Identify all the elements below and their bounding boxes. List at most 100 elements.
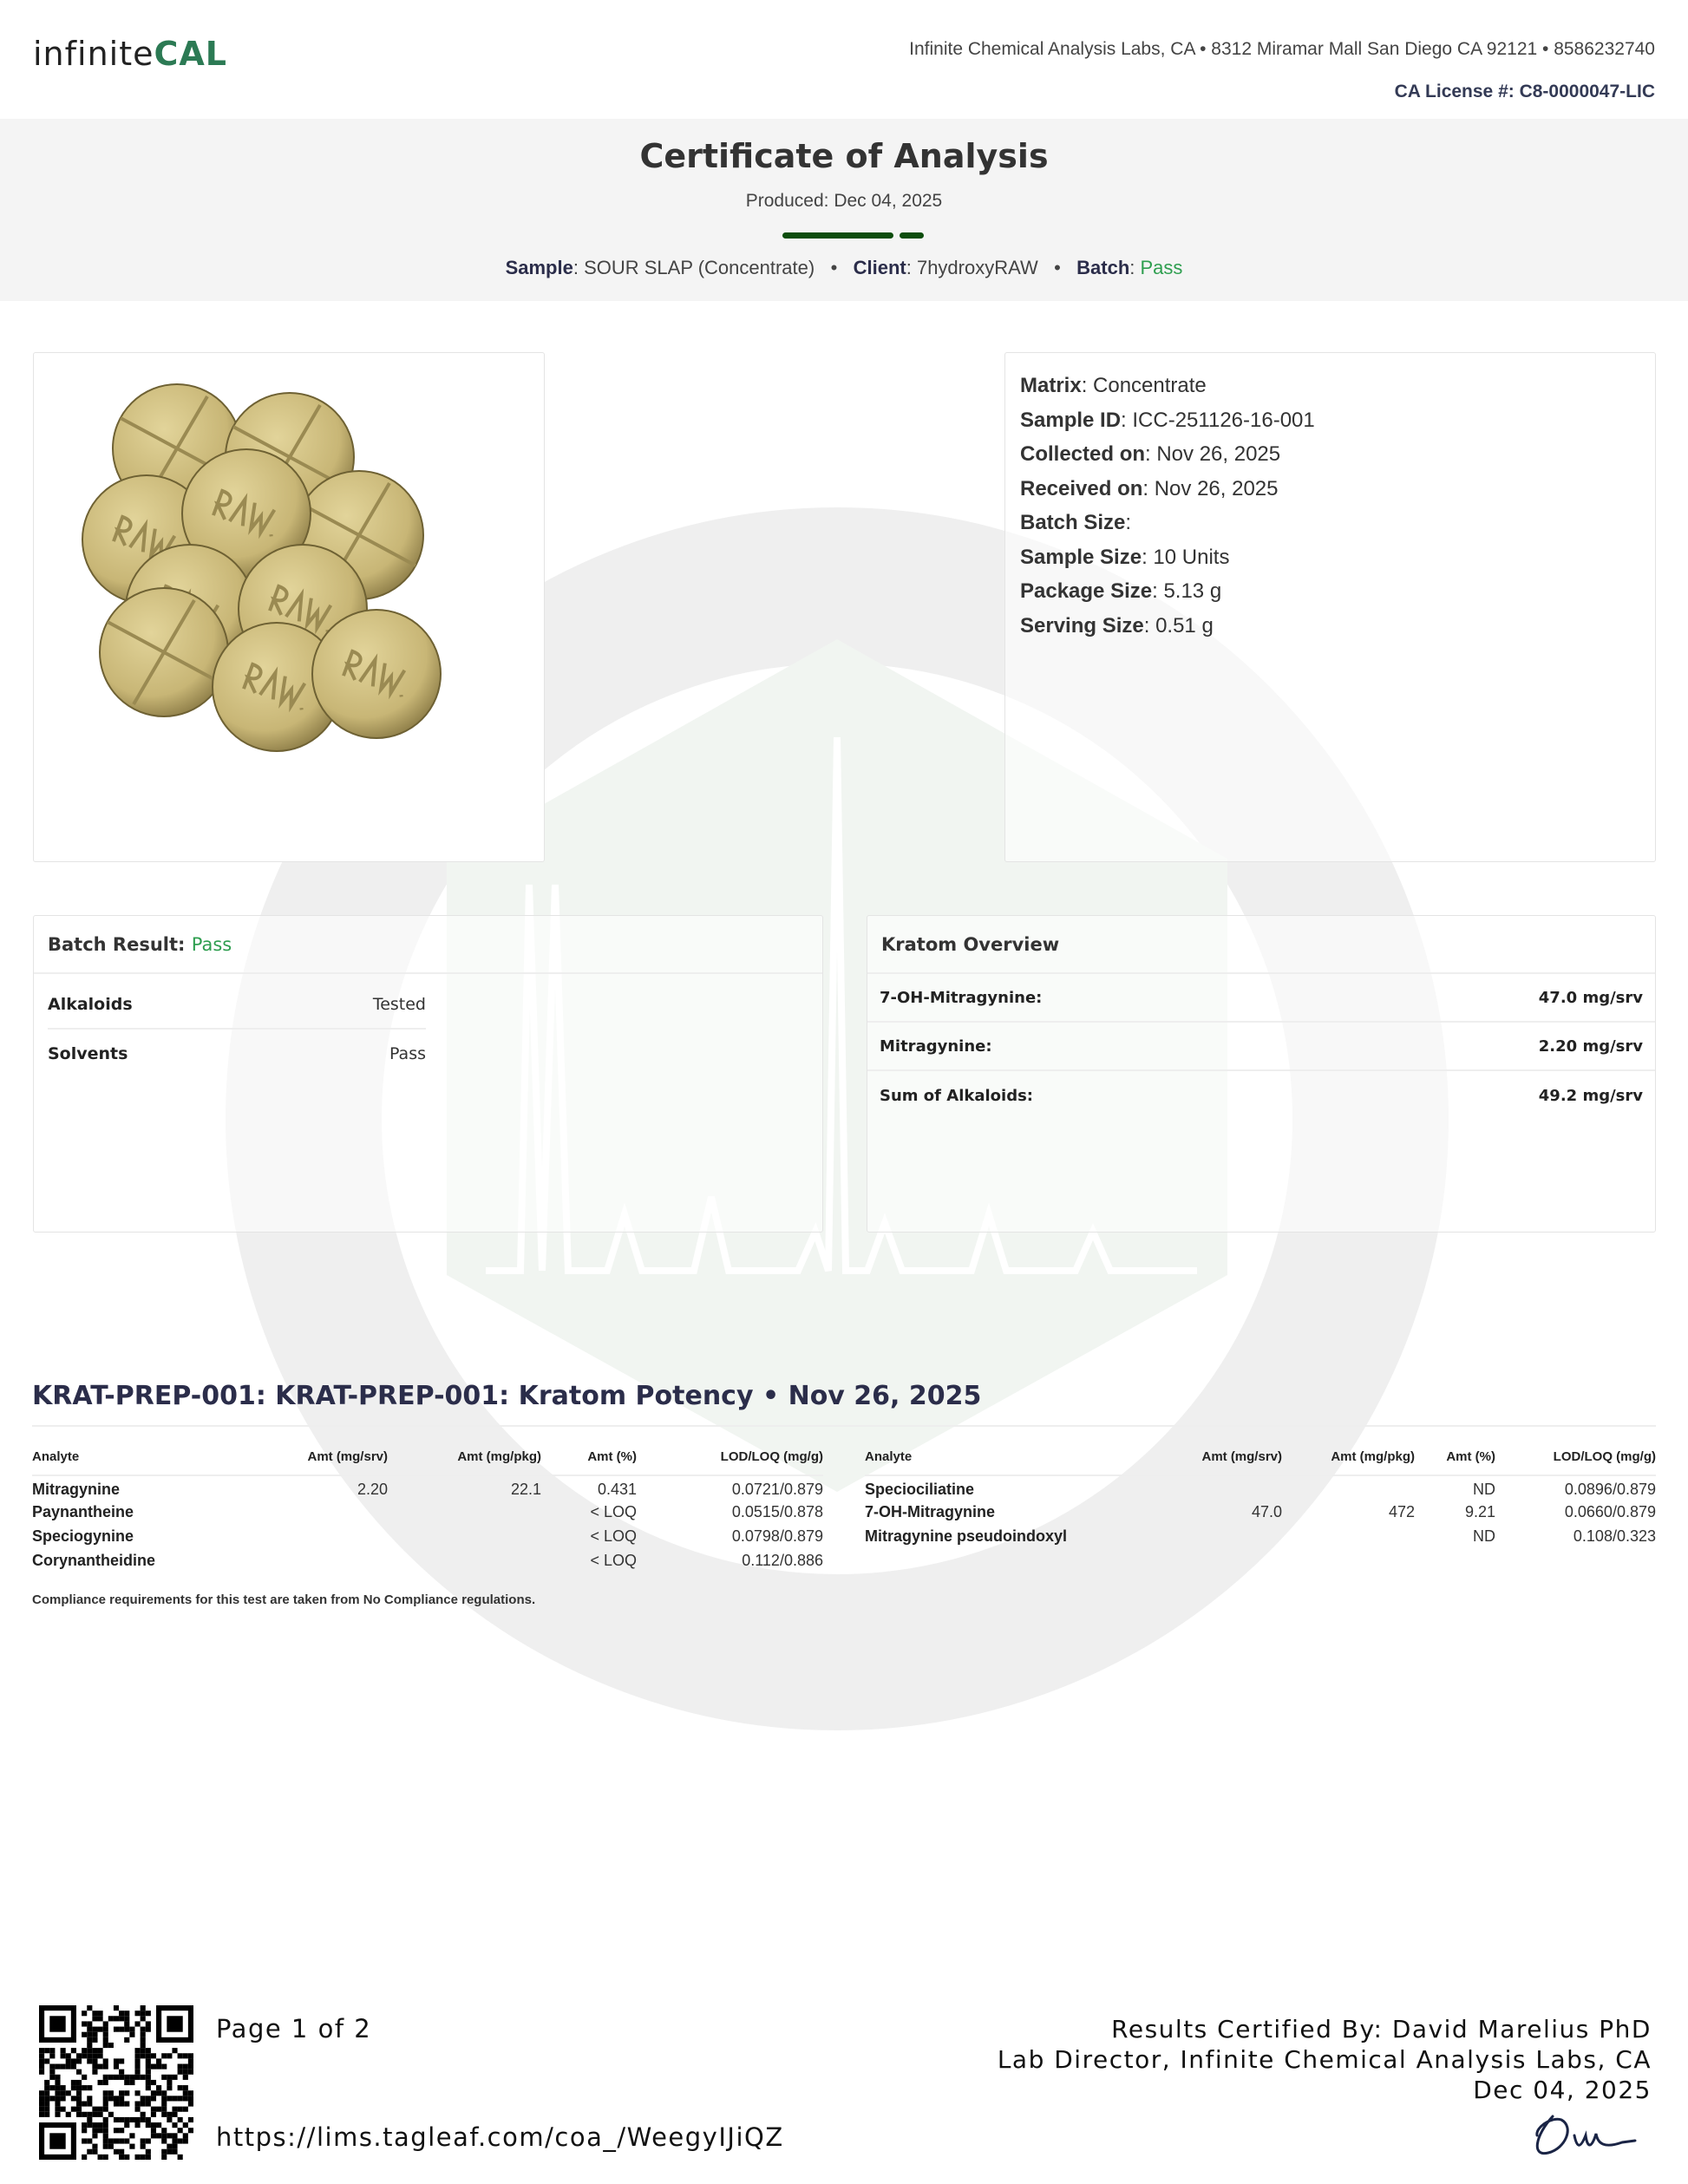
column-header: Amt (%): [541, 1439, 637, 1476]
test-name: Solvents: [48, 1044, 128, 1063]
qr-code[interactable]: [39, 2005, 193, 2160]
raw-stamp-mark: [212, 488, 277, 539]
table-row: Paynantheine < LOQ 0.0515/0.878: [32, 1500, 823, 1524]
table-cell: [249, 1548, 388, 1573]
license-number: CA License #: C8-0000047-LIC: [1394, 82, 1655, 101]
colon: :: [178, 933, 192, 955]
table-cell: [388, 1548, 541, 1573]
potency-table-right: Analyte Amt (mg/srv) Amt (mg/pkg) Amt (%) LO…: [865, 1439, 1656, 1548]
compliance-note: Compliance requirements for this test ar…: [32, 1592, 536, 1607]
potency-table-left: Analyte Amt (mg/srv) Amt (mg/pkg) Amt (%) LO…: [32, 1439, 823, 1573]
info-row: Sample ID: ICC-251126-16-001: [1020, 403, 1640, 438]
page-title: Certificate of Analysis: [639, 137, 1049, 175]
info-label: Batch Size: [1020, 511, 1126, 534]
table-cell: ND: [1473, 1527, 1495, 1545]
table-cell: 0.0721/0.879: [731, 1481, 823, 1498]
table-cell: ND: [1473, 1481, 1495, 1498]
coa-url-link[interactable]: https://lims.tagleaf.com/coa_/WeegyIJiQZ: [216, 2122, 784, 2152]
table-cell: Speciogynine: [32, 1527, 134, 1545]
client-label: Client: [853, 257, 906, 278]
table-cell: [1142, 1524, 1282, 1548]
certified-date: Dec 04, 2025: [1473, 2076, 1652, 2104]
table-cell: 0.0660/0.879: [1564, 1502, 1656, 1520]
potency-section-title: KRAT-PREP-001: KRAT-PREP-001: Kratom Pot…: [32, 1381, 982, 1411]
table-cell: < LOQ: [590, 1551, 637, 1569]
sample-label: Sample: [505, 257, 573, 278]
table-cell: 0.0798/0.879: [731, 1527, 823, 1545]
raw-stamp-mark: [112, 514, 177, 566]
info-row: Batch Size:: [1020, 506, 1640, 540]
info-row: Serving Size: 0.51 g: [1020, 609, 1640, 644]
info-value: : 5.13 g: [1152, 579, 1222, 603]
batch-label: Batch: [1076, 257, 1130, 278]
sample-value: : SOUR SLAP (Concentrate): [572, 257, 815, 278]
batch-test-row: Solvents Pass: [48, 1030, 426, 1078]
info-label: Sample Size: [1020, 545, 1142, 569]
column-header: Amt (mg/srv): [1142, 1439, 1282, 1476]
product-photo: [82, 383, 442, 752]
table-cell: 0.0896/0.879: [1564, 1481, 1656, 1498]
table-cell: [388, 1524, 541, 1548]
table-row: Corynantheidine < LOQ 0.112/0.886: [32, 1548, 823, 1573]
pill: [99, 587, 229, 717]
logo-text: infinite: [33, 35, 154, 73]
sample-info-card: Matrix: Concentrate Sample ID: ICC-251126…: [1004, 352, 1656, 862]
info-value: : 0.51 g: [1143, 613, 1214, 638]
lab-address: Infinite Chemical Analysis Labs, CA • 83…: [909, 39, 1655, 59]
info-value: : Concentrate: [1081, 374, 1207, 397]
accent-bar-small: [900, 232, 924, 239]
title-band: [0, 119, 1688, 301]
product-image-card: [33, 352, 545, 862]
info-row: Matrix: Concentrate: [1020, 369, 1640, 403]
table-cell: [1282, 1524, 1415, 1548]
info-label: Package Size: [1020, 579, 1153, 603]
column-header: Analyte: [32, 1439, 249, 1476]
table-cell: [249, 1500, 388, 1524]
overview-value: 47.0 mg/srv: [1538, 988, 1643, 1007]
overview-row: Mitragynine: 2.20 mg/srv: [867, 1023, 1655, 1071]
info-label: Sample ID: [1020, 408, 1122, 432]
column-header: LOD/LOQ (mg/g): [637, 1439, 823, 1476]
info-value: :: [1125, 511, 1132, 534]
page-number: Page 1 of 2: [216, 2014, 372, 2043]
table-row: 7-OH-Mitragynine 47.0 472 9.21 0.0660/0.879: [865, 1500, 1656, 1524]
kratom-overview-card: Kratom Overview 7-OH-Mitragynine: 47.0 mg…: [867, 915, 1656, 1233]
info-value: : Nov 26, 2025: [1142, 476, 1279, 500]
table-cell: < LOQ: [590, 1527, 637, 1545]
column-header: Amt (mg/pkg): [1282, 1439, 1415, 1476]
infinitecal-logo: infiniteCAL: [33, 35, 227, 73]
overview-row: Sum of Alkaloids: 49.2 mg/srv: [867, 1071, 1655, 1120]
table-cell: [249, 1524, 388, 1548]
certified-by: Results Certified By: David Marelius PhD: [1111, 2015, 1652, 2043]
info-value: : Nov 26, 2025: [1145, 442, 1281, 466]
overview-name: Mitragynine:: [880, 1036, 992, 1056]
test-status: Tested: [372, 995, 426, 1014]
divider: [32, 1425, 1656, 1427]
table-row: Mitragynine pseudoindoxyl ND 0.108/0.323: [865, 1524, 1656, 1548]
produced-date: Produced: Dec 04, 2025: [745, 191, 943, 211]
table-cell: 9.21: [1464, 1502, 1495, 1520]
info-label: Received on: [1020, 476, 1143, 500]
table-cell: Mitragynine: [32, 1481, 121, 1498]
separator: •: [1054, 257, 1061, 278]
info-value: : 10 Units: [1142, 545, 1230, 569]
info-row: Sample Size: 10 Units: [1020, 540, 1640, 575]
table-cell: 7-OH-Mitragynine: [865, 1502, 996, 1520]
table-cell: Mitragynine pseudoindoxyl: [865, 1527, 1068, 1545]
client-value: : 7hydroxyRAW: [906, 257, 1038, 278]
table-cell: [1282, 1475, 1415, 1500]
table-cell: 0.112/0.886: [742, 1551, 823, 1569]
table-cell: 0.108/0.323: [1573, 1527, 1656, 1545]
info-value: : ICC-251126-16-001: [1121, 408, 1315, 432]
table-cell: 22.1: [510, 1481, 541, 1498]
overview-row: 7-OH-Mitragynine: 47.0 mg/srv: [867, 974, 1655, 1023]
info-label: Collected on: [1020, 442, 1146, 466]
certifier-role: Lab Director, Infinite Chemical Analysis…: [997, 2045, 1652, 2074]
info-label: Matrix: [1020, 374, 1082, 397]
column-header: Amt (mg/srv): [249, 1439, 388, 1476]
table-cell: [388, 1500, 541, 1524]
info-row: Received on: Nov 26, 2025: [1020, 472, 1640, 507]
pill: [311, 609, 442, 739]
table-row: Speciogynine < LOQ 0.0798/0.879: [32, 1524, 823, 1548]
table-cell: 47.0: [1251, 1502, 1282, 1520]
